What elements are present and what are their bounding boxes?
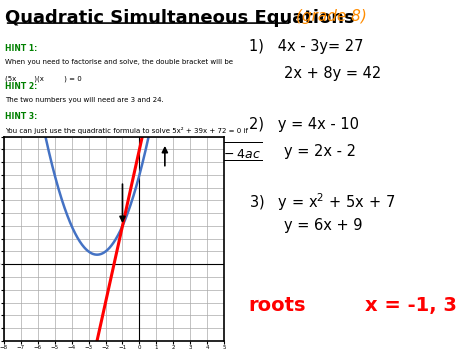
- Text: You can just use the quadratic formula to solve 5x² + 39x + 72 = 0 if: You can just use the quadratic formula t…: [5, 127, 248, 134]
- Text: you are still stuck: you are still stuck: [5, 143, 67, 149]
- Text: (5x        )(x         ) = 0: (5x )(x ) = 0: [5, 76, 82, 82]
- Text: $x = \dfrac{-b \pm \sqrt{b^2 - 4ac}}{2a}$: $x = \dfrac{-b \pm \sqrt{b^2 - 4ac}}{2a}…: [140, 140, 263, 174]
- Text: 3)   y = x$^2$ + 5x + 7: 3) y = x$^2$ + 5x + 7: [249, 192, 395, 213]
- Text: HINT 1:: HINT 1:: [5, 44, 37, 53]
- Text: 1)   4x - 3y= 27: 1) 4x - 3y= 27: [249, 39, 364, 54]
- Text: 2x + 8y = 42: 2x + 8y = 42: [284, 66, 382, 81]
- Text: The two numbers you will need are 3 and 24.: The two numbers you will need are 3 and …: [5, 97, 164, 103]
- Text: roots: roots: [249, 296, 306, 316]
- Text: HINT 3:: HINT 3:: [5, 112, 37, 121]
- Text: HINT 2:: HINT 2:: [5, 82, 37, 91]
- Text: y = 2x - 2: y = 2x - 2: [284, 144, 356, 159]
- Text: y = 6x + 9: y = 6x + 9: [284, 218, 363, 233]
- Text: Quadratic Simultaneous Equations: Quadratic Simultaneous Equations: [5, 9, 355, 27]
- Text: x = -1, 3: x = -1, 3: [365, 296, 457, 316]
- Text: 2)   y = 4x - 10: 2) y = 4x - 10: [249, 117, 359, 132]
- Text: (grade 8): (grade 8): [296, 9, 367, 24]
- Text: When you need to factorise and solve, the double bracket will be: When you need to factorise and solve, th…: [5, 59, 233, 65]
